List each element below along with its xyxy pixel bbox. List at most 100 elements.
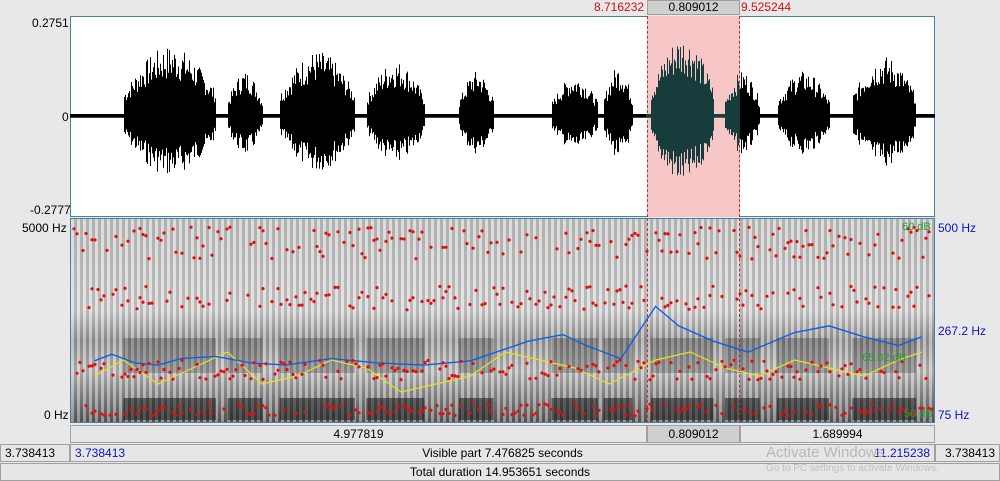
- formant-dot: [198, 256, 202, 260]
- formant-dot: [303, 290, 307, 295]
- formant-dot: [348, 414, 352, 418]
- formant-dot: [135, 411, 139, 416]
- formant-dot: [528, 377, 532, 381]
- formant-dot: [420, 299, 424, 304]
- formant-dot: [594, 303, 598, 307]
- formant-dot: [246, 293, 250, 297]
- formant-dot: [468, 302, 472, 307]
- low-energy-band: [279, 398, 355, 420]
- formant-dot: [912, 304, 916, 308]
- formant-dot: [360, 252, 364, 256]
- formant-energy-band: [650, 338, 714, 373]
- formant-dot: [666, 232, 670, 236]
- formant-dot: [447, 285, 451, 289]
- scroll-right-button[interactable]: 3.738413: [935, 444, 1000, 462]
- formant-dot: [900, 238, 904, 242]
- formant-dot: [324, 231, 328, 235]
- formant-dot: [717, 229, 721, 233]
- formant-dot: [675, 406, 679, 410]
- formant-dot: [408, 298, 412, 302]
- formant-dot: [426, 358, 430, 363]
- formant-dot: [810, 243, 814, 247]
- formant-dot: [276, 227, 280, 231]
- formant-dot: [807, 243, 811, 247]
- formant-dot: [660, 249, 664, 253]
- formant-dot: [732, 404, 736, 408]
- formant-dot: [633, 377, 637, 381]
- selection-highlight-spectrogram[interactable]: [647, 218, 740, 423]
- formant-dot: [180, 305, 184, 309]
- formant-dot: [840, 305, 844, 309]
- formant-dot: [327, 402, 331, 406]
- formant-dot: [327, 293, 331, 297]
- segment-after-selection[interactable]: 1.689994: [740, 425, 935, 443]
- formant-dot: [150, 301, 154, 305]
- formant-dot: [219, 369, 223, 373]
- formant-dot: [123, 412, 127, 416]
- formant-energy-band: [458, 338, 494, 373]
- formant-dot: [480, 371, 484, 375]
- formant-dot: [135, 367, 139, 371]
- formant-dot: [351, 306, 355, 310]
- spectrogram-dark-bands: [123, 338, 916, 420]
- formant-dot: [915, 285, 919, 289]
- formant-dot: [576, 246, 580, 251]
- formant-dot: [264, 241, 268, 246]
- formant-dot: [822, 256, 826, 260]
- formant-dot: [219, 237, 223, 241]
- formant-dot: [828, 403, 832, 407]
- formant-dot: [129, 367, 133, 371]
- formant-dot: [777, 226, 781, 231]
- formant-dot: [414, 257, 418, 261]
- formant-dot: [546, 306, 550, 310]
- formant-dot: [633, 231, 637, 235]
- formant-dot: [303, 410, 307, 414]
- formant-dot: [891, 403, 895, 407]
- formant-dot: [390, 366, 394, 370]
- formant-dot: [363, 256, 367, 260]
- scroll-left-button[interactable]: 3.738413: [0, 444, 70, 462]
- formant-dot: [252, 240, 256, 244]
- total-duration-label: Total duration 14.953651 seconds: [409, 465, 591, 479]
- formant-dot: [501, 252, 505, 256]
- formant-dot: [168, 370, 172, 374]
- formant-dot: [471, 246, 475, 250]
- formant-dot: [792, 375, 796, 379]
- formant-dot: [927, 294, 931, 298]
- formant-dot: [681, 406, 685, 410]
- formant-dot: [459, 359, 463, 363]
- formant-dot: [597, 408, 601, 412]
- formant-dot: [339, 404, 343, 408]
- visible-part-bar[interactable]: 3.738413 Visible part 7.476825 seconds 1…: [70, 444, 935, 462]
- formant-dot: [906, 294, 910, 298]
- formant-dot: [606, 288, 610, 292]
- segment-selection[interactable]: 0.809012: [647, 425, 740, 443]
- formant-dot: [594, 364, 598, 368]
- formant-dot: [534, 302, 538, 306]
- formant-dot: [90, 411, 94, 415]
- formant-dot: [444, 245, 448, 249]
- formant-dot: [816, 255, 820, 259]
- formant-dot: [378, 363, 382, 367]
- spectrogram-ymax-label: 5000 Hz: [22, 221, 67, 235]
- formant-dot: [897, 410, 901, 414]
- formant-dot: [312, 228, 316, 233]
- formant-dot: [678, 233, 682, 237]
- formant-dot: [135, 307, 139, 311]
- formant-dot: [516, 305, 520, 309]
- formant-dot: [501, 286, 505, 290]
- selection-duration-top-text: 0.809012: [668, 0, 719, 14]
- formant-dot: [213, 374, 217, 378]
- selection-duration-top[interactable]: 0.809012: [647, 0, 740, 15]
- formant-dot: [789, 364, 793, 369]
- formant-dot: [783, 246, 787, 250]
- formant-dot: [405, 406, 409, 410]
- formant-dot: [309, 297, 313, 301]
- segment-before-selection[interactable]: 4.977819: [70, 425, 647, 443]
- formant-dot: [789, 239, 793, 243]
- formant-dot: [507, 366, 511, 370]
- pitch-min-label: 75 Hz: [938, 408, 970, 422]
- formant-dot: [330, 406, 334, 410]
- formant-dot: [903, 408, 907, 412]
- formant-dot: [567, 251, 571, 255]
